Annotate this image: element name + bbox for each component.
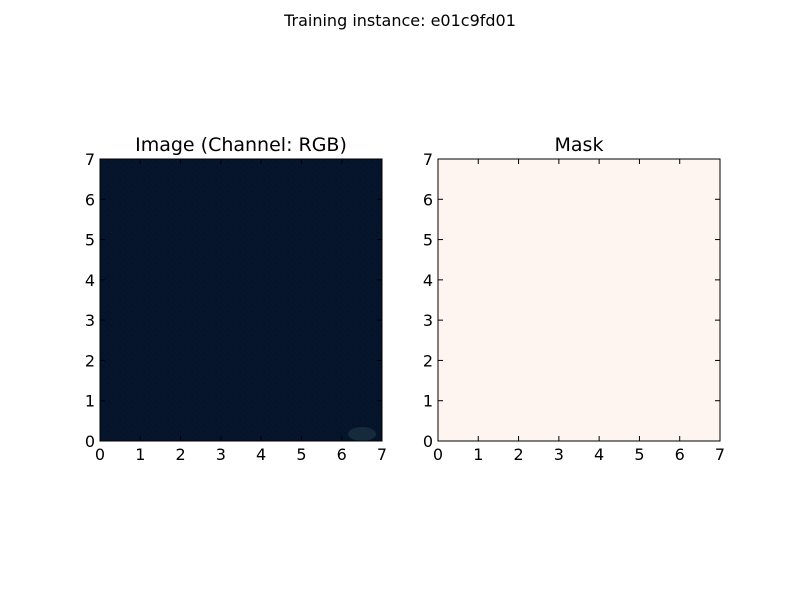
image-xtick-label: 6 bbox=[337, 445, 347, 464]
mask-ytick-label: 1 bbox=[423, 392, 433, 411]
image-xtick-label: 3 bbox=[216, 445, 226, 464]
mask-ytick-label: 2 bbox=[423, 351, 433, 370]
image-panel-title: Image (Channel: RGB) bbox=[135, 134, 347, 156]
image-xtick-label: 7 bbox=[377, 445, 387, 464]
mask-panel-title: Mask bbox=[555, 134, 604, 156]
image-ytick-label: 7 bbox=[85, 150, 95, 169]
image-ytick-label: 3 bbox=[85, 311, 95, 330]
figure-suptitle: Training instance: e01c9fd01 bbox=[283, 11, 516, 30]
mask-ytick-label: 3 bbox=[423, 311, 433, 330]
image-ytick-label: 5 bbox=[85, 231, 95, 250]
image-ytick-label: 6 bbox=[85, 190, 95, 209]
mask-plot-area bbox=[438, 159, 720, 441]
mask-xtick-label: 1 bbox=[473, 445, 483, 464]
mask-xtick-label: 4 bbox=[594, 445, 604, 464]
image-ytick-label: 1 bbox=[85, 392, 95, 411]
mask-xtick-label: 3 bbox=[554, 445, 564, 464]
image-xtick-label: 0 bbox=[95, 445, 105, 464]
mask-ytick-label: 6 bbox=[423, 190, 433, 209]
mask-ytick-label: 0 bbox=[423, 432, 433, 451]
image-plot-frame bbox=[99, 158, 383, 442]
mask-ytick-label: 5 bbox=[423, 231, 433, 250]
mask-axis-ticks: 0 1 2 3 4 5 6 7 0 1 2 3 4 5 6 7 bbox=[423, 150, 725, 464]
image-noise-overlay bbox=[100, 159, 382, 441]
image-ytick-label: 2 bbox=[85, 351, 95, 370]
mask-xtick-label: 2 bbox=[513, 445, 523, 464]
mask-xtick-label: 5 bbox=[634, 445, 644, 464]
image-xtick-label: 4 bbox=[256, 445, 266, 464]
mask-plot-frame bbox=[437, 158, 721, 442]
mask-xtick-label: 7 bbox=[715, 445, 725, 464]
image-ytick-label: 4 bbox=[85, 271, 95, 290]
mask-xtick-label: 0 bbox=[433, 445, 443, 464]
mask-xtick-label: 6 bbox=[675, 445, 685, 464]
image-ytick-label: 0 bbox=[85, 432, 95, 451]
mask-ytick-label: 4 bbox=[423, 271, 433, 290]
image-xtick-label: 5 bbox=[296, 445, 306, 464]
image-xtick-label: 2 bbox=[175, 445, 185, 464]
image-xtick-label: 1 bbox=[135, 445, 145, 464]
mask-panel: Mask 0 1 2 3 4 5 6 7 0 1 2 3 4 5 6 7 bbox=[423, 134, 725, 464]
image-panel: Image (Channel: RGB) 0 1 2 3 4 5 6 7 0 1 2 3 4 5 6 7 bbox=[85, 134, 387, 464]
image-corner-feature bbox=[348, 427, 376, 441]
mask-ytick-label: 7 bbox=[423, 150, 433, 169]
